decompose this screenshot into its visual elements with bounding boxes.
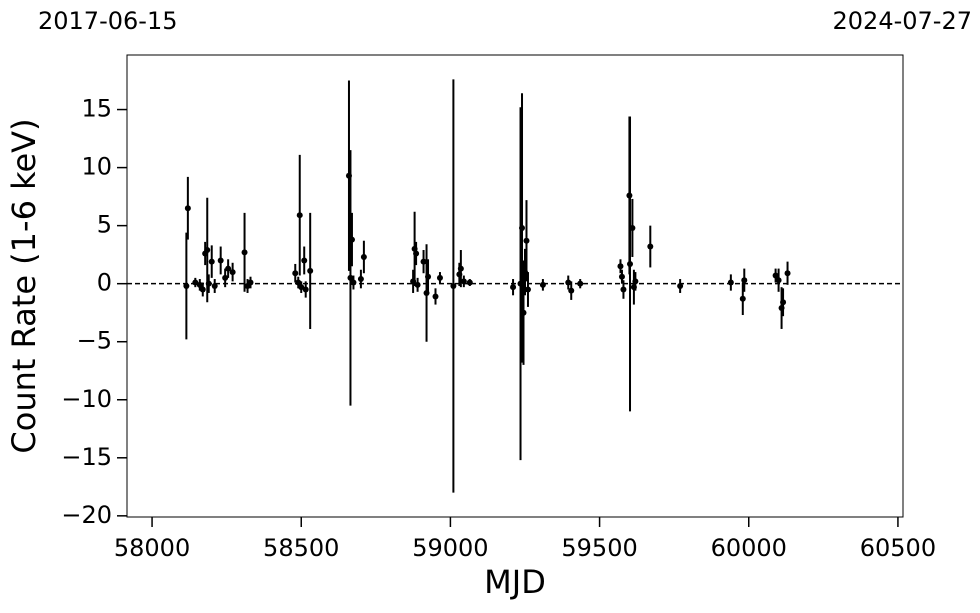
data-point (577, 280, 584, 287)
data-point (211, 283, 218, 289)
data-point (225, 265, 232, 272)
data-point (617, 263, 624, 270)
x-axis-label: MJD (484, 563, 546, 601)
data-point (565, 279, 572, 286)
data-point (348, 236, 355, 243)
data-point (780, 299, 787, 306)
data-point (196, 281, 203, 288)
data-point (627, 260, 634, 267)
data-point (413, 250, 420, 257)
plot-frame (126, 54, 904, 518)
x-tick-label: 59000 (412, 534, 488, 562)
date-annotation: 2017-06-15 (38, 7, 177, 35)
data-point (772, 272, 779, 279)
x-tick-label: 59500 (561, 534, 637, 562)
data-point (357, 276, 364, 283)
data-point (295, 279, 302, 286)
x-tick-label: 60500 (860, 534, 936, 562)
data-point (247, 279, 254, 286)
data-point (457, 265, 464, 272)
y-tick-label: −15 (61, 443, 112, 471)
y-axis-label: Count Rate (1-6 keV) (5, 118, 43, 453)
data-point (302, 286, 309, 293)
data-point (677, 283, 684, 289)
data-point (620, 286, 627, 293)
data-point (727, 279, 734, 286)
data-point (298, 284, 305, 291)
data-point (466, 279, 473, 286)
data-point (347, 274, 354, 281)
data-point (784, 270, 791, 277)
x-tick-label: 58500 (263, 534, 339, 562)
data-point (199, 286, 206, 293)
data-point (432, 293, 439, 300)
y-tick-label: −20 (61, 501, 112, 529)
data-point (241, 249, 248, 256)
data-point (450, 283, 457, 289)
data-point (307, 267, 314, 274)
data-point (524, 286, 531, 293)
y-tick-label: 0 (97, 269, 112, 297)
data-point (360, 253, 367, 260)
data-point (205, 280, 212, 287)
data-point (229, 269, 236, 276)
data-point (647, 243, 654, 250)
data-point (296, 212, 303, 219)
x-tick-label: 58000 (114, 534, 190, 562)
data-point (775, 277, 782, 284)
data-point (629, 224, 636, 231)
data-point (520, 309, 527, 316)
data-point (414, 281, 421, 288)
data-point (618, 273, 625, 280)
y-tick-label: 15 (81, 95, 112, 123)
data-point (425, 273, 432, 280)
y-tick-label: 10 (81, 153, 112, 181)
data-point (539, 281, 546, 288)
data-point (183, 283, 190, 289)
data-point (184, 205, 191, 212)
data-point (420, 258, 427, 265)
data-point (460, 278, 467, 285)
data-point (217, 257, 224, 264)
data-point (519, 224, 526, 231)
data-point (222, 274, 229, 281)
data-point (301, 257, 308, 264)
data-point (739, 295, 746, 302)
y-tick-label: −5 (77, 327, 112, 355)
data-point (436, 274, 443, 281)
x-tick-label: 60000 (711, 534, 787, 562)
data-point (208, 258, 215, 265)
y-tick-label: 5 (97, 211, 112, 239)
data-point (350, 279, 357, 286)
data-point (568, 287, 575, 294)
data-point (523, 237, 530, 244)
data-point (204, 247, 211, 254)
data-point (510, 284, 517, 291)
data-point (292, 270, 299, 277)
data-point (192, 279, 199, 286)
data-point (632, 278, 639, 285)
y-tick-label: −10 (61, 385, 112, 413)
data-point (741, 277, 748, 284)
date-annotation: 2024-07-27 (833, 7, 972, 35)
